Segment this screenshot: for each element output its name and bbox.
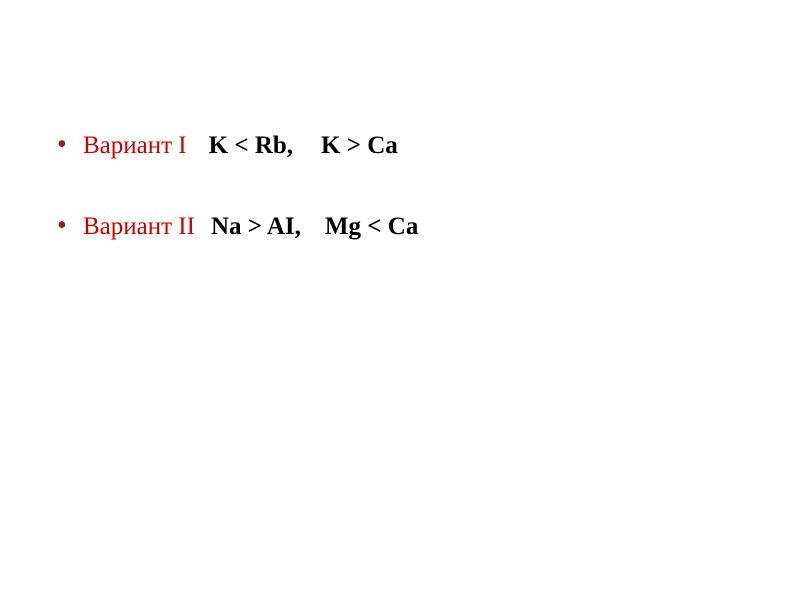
variant-label: Вариант I xyxy=(83,132,187,159)
comparison-2: K > Ca xyxy=(321,132,398,159)
comparison-2: Mg < Ca xyxy=(325,213,418,240)
list-item: Вариант II Na > AI, Mg < Ca xyxy=(55,211,800,244)
comparison-1: Na > AI, xyxy=(211,213,301,240)
variant-label: Вариант II xyxy=(83,213,195,240)
list-item: Вариант I K < Rb, K > Ca xyxy=(55,130,800,163)
comparison-1: K < Rb, xyxy=(209,132,293,159)
variant-list: Вариант I K < Rb, K > Ca Вариант II Na > AI… xyxy=(55,130,800,243)
